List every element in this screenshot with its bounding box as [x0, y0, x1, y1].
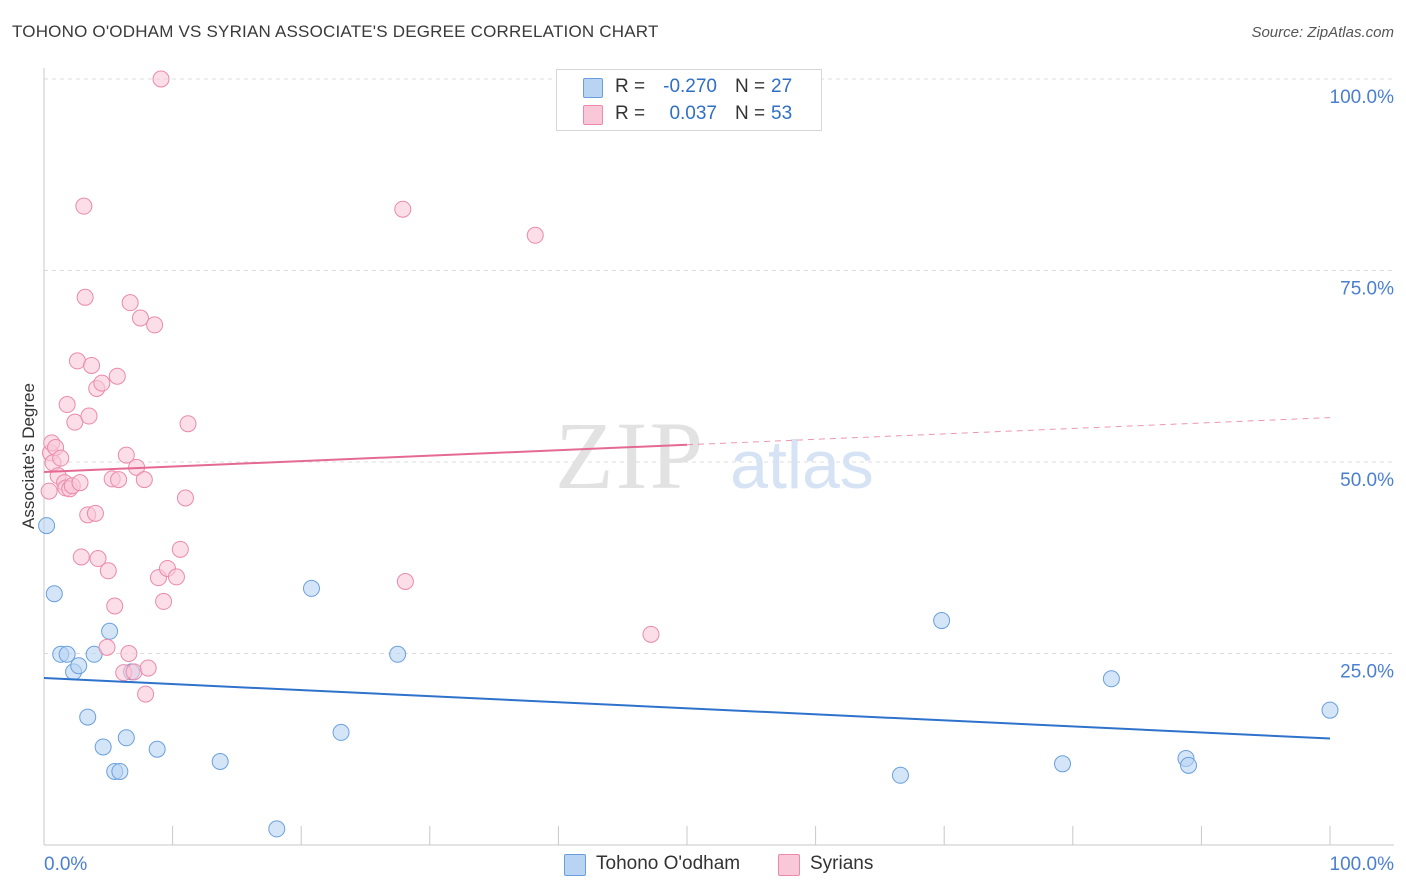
point-syrian: [98, 638, 116, 656]
trendline-blue: [43, 677, 1331, 740]
point-syrian: [66, 413, 84, 431]
watermark: ZIP atlas: [555, 402, 874, 509]
point-syrian: [83, 356, 101, 374]
legend-label-tohono: Tohono O'odham: [596, 853, 741, 874]
legend-swatch-blue: [583, 78, 603, 98]
point-syrian: [396, 572, 414, 590]
point-tohono: [1102, 670, 1120, 688]
point-syrian: [68, 352, 86, 370]
point-tohono: [891, 766, 909, 784]
point-syrian: [176, 489, 194, 507]
trendline-pink: [43, 443, 688, 473]
y-tick-label: 25.0%: [1340, 662, 1394, 683]
point-syrian: [155, 592, 173, 610]
point-tohono: [389, 645, 407, 663]
point-syrian: [139, 659, 157, 677]
legend-label-syrians: Syrians: [810, 853, 874, 874]
point-tohono: [1321, 701, 1339, 719]
legend-n-value: 27: [771, 76, 793, 97]
point-tohono: [302, 579, 320, 597]
legend-swatch-blue: [564, 854, 586, 876]
point-syrian: [152, 70, 170, 88]
point-syrian: [52, 449, 70, 467]
trend-lines: [43, 417, 1331, 740]
point-syrian: [120, 645, 138, 662]
series-legend: Tohono O'odham Syrians: [0, 852, 1406, 878]
watermark-atlas: atlas: [730, 427, 874, 503]
point-tohono: [332, 723, 350, 741]
point-tohono: [45, 585, 63, 603]
point-syrian: [76, 288, 94, 306]
point-syrian: [75, 197, 93, 215]
point-syrian: [135, 471, 153, 489]
point-syrian: [137, 685, 155, 703]
point-tohono: [58, 645, 76, 663]
legend-r-value: -0.270: [663, 76, 717, 97]
x-tick-label-max: 100.0%: [1330, 854, 1395, 875]
point-tohono: [211, 753, 229, 771]
legend-n-label: N =: [735, 76, 766, 97]
trendline-pink-extrapolated: [686, 417, 1331, 446]
chart-title: TOHONO O'ODHAM VS SYRIAN ASSOCIATE'S DEG…: [12, 22, 659, 41]
point-syrian: [642, 625, 660, 643]
axis-labels: 25.0% 50.0% 75.0% 100.0% 0.0% 100.0% Associate…: [19, 87, 1394, 875]
point-syrian: [526, 226, 544, 244]
point-syrian: [93, 374, 111, 392]
y-axis-label: Associate's Degree: [19, 383, 38, 529]
point-syrian: [179, 415, 197, 433]
point-tohono: [70, 657, 88, 675]
point-syrian: [171, 540, 189, 558]
point-syrian: [110, 471, 128, 489]
y-tick-label: 75.0%: [1340, 279, 1394, 300]
point-tohono: [79, 708, 97, 726]
point-tohono: [1054, 755, 1072, 773]
y-tick-label: 100.0%: [1330, 87, 1395, 108]
point-tohono: [268, 820, 286, 838]
data-points: [38, 70, 1339, 838]
point-syrian: [121, 294, 139, 312]
point-syrian: [40, 482, 58, 500]
point-tohono: [94, 738, 112, 756]
point-tohono: [101, 622, 119, 640]
legend-r-label: R =: [615, 103, 646, 124]
point-syrian: [108, 367, 126, 385]
point-syrian: [167, 568, 185, 586]
point-tohono: [38, 517, 56, 535]
point-syrian: [58, 396, 76, 414]
point-syrian: [117, 446, 135, 464]
watermark-zip: ZIP: [555, 402, 705, 509]
legend-swatch-pink: [583, 105, 603, 125]
correlation-legend: R = -0.270 N = 27 R = 0.037 N = 53: [556, 69, 822, 131]
point-syrian: [80, 407, 98, 425]
point-syrian: [146, 316, 164, 334]
point-syrian: [394, 200, 412, 218]
x-tick-label-min: 0.0%: [44, 854, 87, 875]
legend-row-tohono: R = -0.270 N = 27: [557, 74, 821, 100]
y-tick-label: 50.0%: [1340, 470, 1394, 491]
point-syrian: [86, 504, 104, 522]
point-syrian: [106, 597, 124, 615]
point-tohono: [933, 612, 951, 630]
point-syrian: [99, 562, 117, 580]
source-label: Source: ZipAtlas.com: [1251, 24, 1394, 41]
point-syrian: [72, 548, 90, 566]
axes: [43, 68, 1394, 846]
legend-r-value: 0.037: [669, 103, 717, 124]
point-tohono: [117, 729, 135, 747]
legend-r-label: R =: [615, 76, 646, 97]
point-syrian: [89, 550, 107, 568]
legend-n-label: N =: [735, 103, 766, 124]
point-tohono: [148, 740, 166, 758]
point-tohono: [111, 762, 129, 780]
point-syrian: [125, 663, 143, 681]
point-syrian: [131, 309, 149, 327]
legend-swatch-pink: [778, 854, 800, 876]
point-syrian: [71, 474, 89, 492]
grid-lines: [44, 78, 1394, 654]
legend-row-syrians: R = 0.037 N = 53: [557, 101, 821, 127]
point-tohono: [1180, 756, 1198, 774]
legend-n-value: 53: [771, 103, 793, 124]
